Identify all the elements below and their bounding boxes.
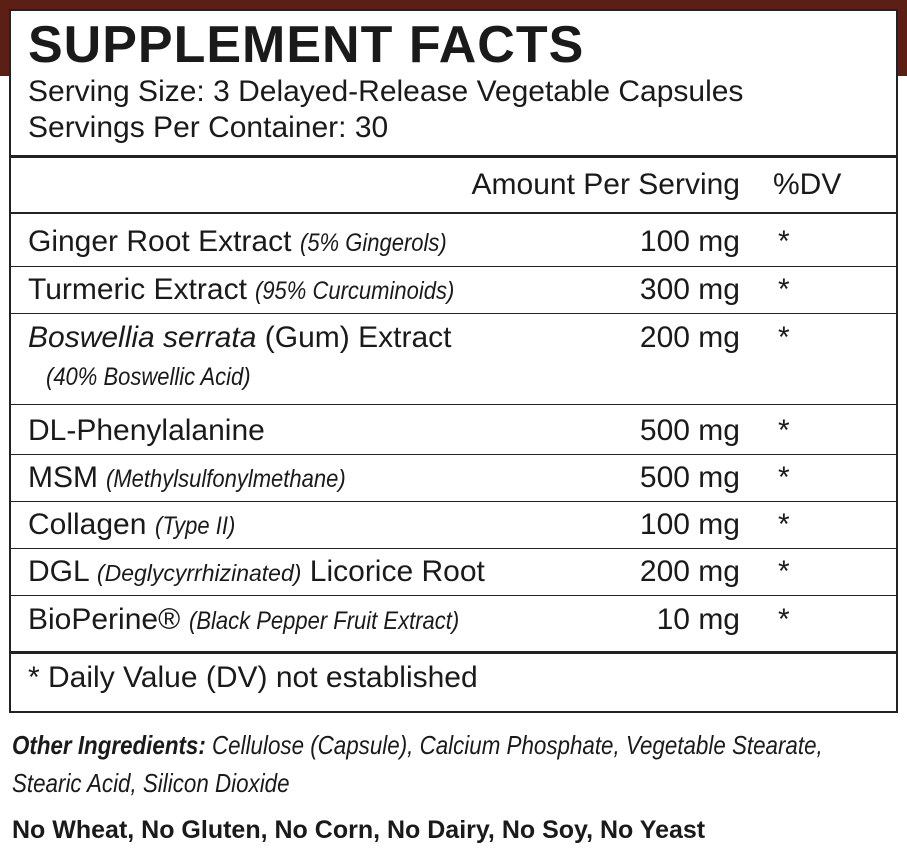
dv: * (778, 461, 790, 494)
ingredient: Collagen (28, 508, 147, 541)
row: Collagen (Type II) (28, 507, 246, 544)
row: Boswellia serrata (Gum) Extract (28, 320, 451, 356)
ingredient: DL-Phenylalanine (28, 414, 265, 447)
ingredient: Licorice Root (309, 555, 485, 588)
column-header: %DV (773, 168, 842, 201)
footnote: * Daily Value (DV) not established (28, 661, 478, 694)
servings-per-container: Servings Per Container: 30 (28, 111, 389, 144)
ingredient-note: (95% Curcuminoids) (255, 277, 455, 305)
amount: 100 mg (639, 225, 740, 258)
dv: * (778, 555, 790, 588)
other-ingredients: Other Ingredients: Cellulose (Capsule), … (12, 726, 898, 802)
ingredient: (Gum) Extract (264, 321, 452, 354)
row: DGL (Deglycyrrhizinated) Licorice Root (28, 554, 485, 591)
ingredient-note: (5% Gingerols) (299, 229, 447, 257)
amount: 100 mg (639, 508, 740, 541)
ingredient-note: (Deglycyrrhizinated) (96, 560, 302, 586)
divider (11, 548, 896, 549)
dv: * (778, 273, 790, 306)
divider (11, 313, 896, 314)
ingredient-note: (Methylsulfonylmethane) (106, 465, 347, 493)
allergen-statement: No Wheat, No Gluten, No Corn, No Dairy, … (12, 816, 706, 844)
dv: * (778, 508, 790, 541)
amount: 200 mg (639, 321, 740, 354)
row: MSM (Methylsulfonylmethane) (28, 460, 379, 497)
other-ingredients-label: Other Ingredients: (12, 730, 206, 760)
dv: * (778, 225, 790, 258)
ingredient: DGL (28, 555, 89, 588)
divider (11, 651, 896, 654)
divider (11, 155, 896, 158)
row: Ginger Root Extract (5% Gingerols) (28, 224, 467, 261)
ingredient: MSM (28, 461, 98, 494)
row: Turmeric Extract (95% Curcuminoids) (28, 272, 482, 309)
dv: * (778, 414, 790, 447)
serving-size: Serving Size: 3 Delayed-Release Vegetabl… (28, 75, 744, 108)
other-ingredients-text: Cellulose (Capsule), Calcium Phosphate, … (12, 730, 823, 798)
dv: * (778, 321, 790, 354)
title: SUPPLEMENT FACTS (28, 16, 585, 74)
divider (11, 404, 896, 405)
divider (11, 454, 896, 455)
divider (11, 595, 896, 596)
divider (11, 266, 896, 267)
ingredient: Boswellia serrata (28, 321, 257, 354)
divider (11, 212, 896, 214)
ingredient-note: (40% Boswellic Acid) (46, 363, 251, 391)
ingredient: Ginger Root Extract (28, 225, 292, 258)
amount: 300 mg (639, 273, 740, 306)
amount: 500 mg (639, 461, 740, 494)
ingredient-note: (Black Pepper Fruit Extract) (188, 607, 459, 635)
row: (40% Boswellic Acid) (46, 358, 278, 395)
row: DL-Phenylalanine (28, 413, 265, 449)
dv: * (778, 603, 790, 636)
row: BioPerine® (Black Pepper Fruit Extract) (28, 602, 496, 639)
divider (11, 501, 896, 502)
column-header: Amount Per Serving (471, 168, 740, 201)
ingredient-note: (Type II) (154, 512, 236, 540)
amount: 10 mg (656, 603, 740, 636)
amount: 200 mg (639, 555, 740, 588)
ingredient: Turmeric Extract (28, 273, 247, 306)
amount: 500 mg (639, 414, 740, 447)
ingredient: BioPerine® (28, 603, 181, 636)
